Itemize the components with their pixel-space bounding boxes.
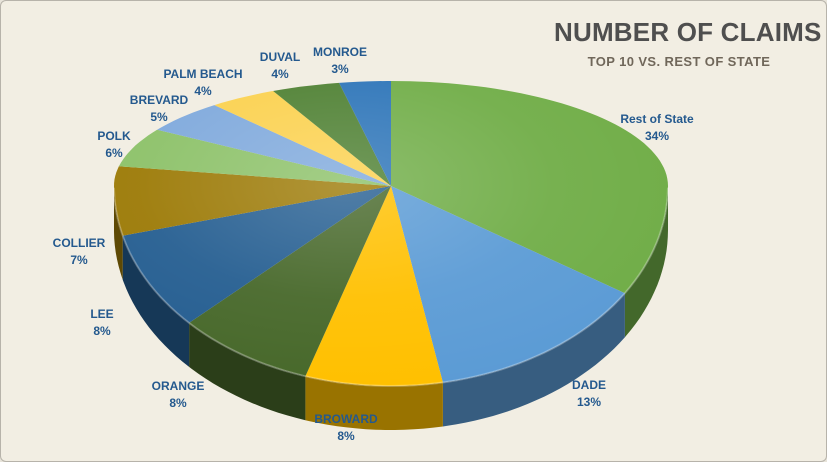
- chart-title: NUMBER OF CLAIMS: [554, 17, 822, 47]
- pie-slice-side-rest-of-state: [624, 186, 668, 338]
- pie-slice-side-broward: [305, 376, 443, 430]
- chart-header: NUMBER OF CLAIMS TOP 10 VS. REST OF STAT…: [554, 17, 822, 69]
- pie-sheen-overlay: [114, 81, 668, 386]
- pie-slice-side-collier: [114, 186, 123, 280]
- pie-slice-side-orange: [189, 322, 306, 421]
- pie-rim-highlight: [113, 187, 669, 388]
- pie-slice-side-dade: [442, 293, 625, 427]
- chart-subtitle: TOP 10 VS. REST OF STATE: [587, 54, 771, 69]
- pie-slice-side-lee: [122, 235, 190, 367]
